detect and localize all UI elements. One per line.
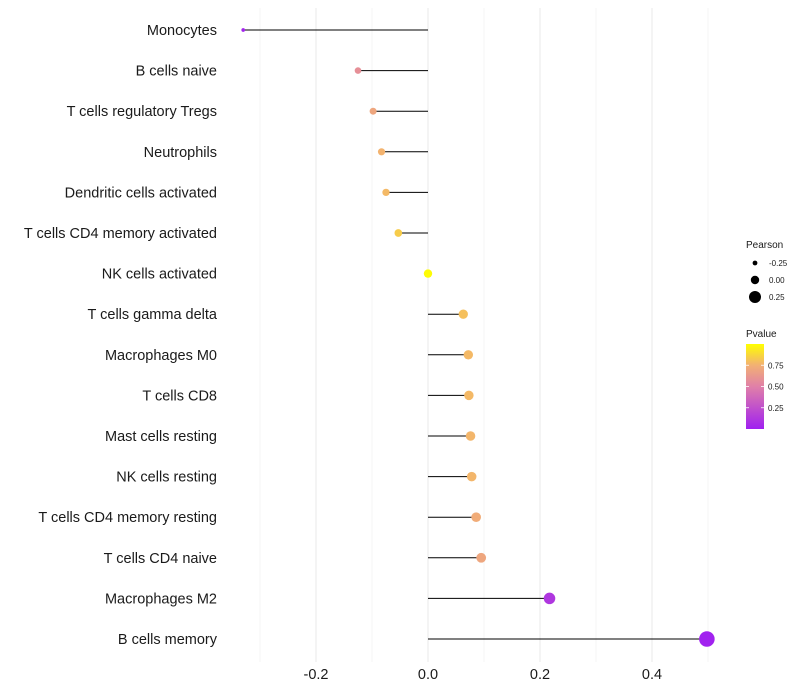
category-labels: Monocytes B cells naive T cells regulatory… (24, 23, 218, 648)
lollipop-point (699, 631, 715, 647)
category-label: B cells naive (136, 64, 217, 80)
category-label: B cells memory (118, 632, 218, 648)
pearson-legend-label: -0.25 (769, 259, 788, 268)
category-label: T cells regulatory Tregs (67, 104, 217, 120)
lollipop-point (241, 28, 246, 32)
category-label: Macrophages M2 (105, 591, 217, 607)
pearson-legend-key (750, 275, 760, 285)
x-tick-label: -0.2 (304, 667, 329, 683)
category-label: Monocytes (147, 23, 217, 39)
pearson-legend-key (752, 260, 758, 266)
category-label: T cells CD4 naive (104, 551, 217, 567)
x-axis-tick-labels: -0.2 0.0 0.2 0.4 (304, 667, 663, 683)
pearson-legend-label: 0.00 (769, 276, 785, 285)
category-label: T cells CD8 (142, 388, 217, 404)
lollipop-point (463, 350, 474, 360)
lollipop-point (382, 188, 390, 197)
lollipop-point (543, 592, 556, 605)
lollipop-points (241, 28, 715, 647)
pearson-legend-title: Pearson (746, 240, 783, 251)
x-tick-label: 0.2 (530, 667, 550, 683)
category-label: NK cells resting (116, 470, 217, 486)
pearson-legend-label: 0.25 (769, 293, 785, 302)
category-label: Dendritic cells activated (65, 185, 217, 201)
category-label: Macrophages M0 (105, 348, 217, 364)
lollipop-stems (243, 29, 707, 640)
pvalue-colorbar (746, 344, 764, 429)
x-tick-label: 0.0 (418, 667, 438, 683)
pvalue-color-legend: Pvalue 0.75 0.50 0.25 (746, 329, 784, 429)
lollipop-point (354, 67, 362, 74)
category-label: Neutrophils (144, 145, 217, 161)
lollipop-point (471, 512, 481, 523)
grid-lines (259, 8, 709, 662)
category-label: T cells CD4 memory activated (24, 226, 217, 242)
lollipop-point (423, 269, 433, 278)
pearson-size-legend: Pearson -0.25 0.00 0.25 (746, 240, 788, 303)
category-label: T cells gamma delta (88, 307, 218, 323)
pvalue-legend-label: 0.75 (768, 361, 784, 370)
pearson-legend-key (749, 291, 761, 303)
lollipop-point (394, 229, 403, 237)
lollipop-point (369, 107, 377, 115)
lollipop-point (476, 552, 487, 563)
lollipop-point (377, 148, 386, 156)
category-label: Mast cells resting (105, 429, 217, 445)
lollipop-point (465, 431, 476, 441)
lollipop-point (464, 390, 474, 401)
lollipop-point (458, 309, 468, 319)
pvalue-legend-label: 0.50 (768, 383, 784, 392)
category-label: T cells CD4 memory resting (38, 510, 217, 526)
lollipop-point (466, 471, 477, 482)
x-tick-label: 0.4 (642, 667, 662, 683)
category-label: NK cells activated (102, 267, 217, 283)
pvalue-legend-title: Pvalue (746, 329, 777, 340)
pvalue-legend-label: 0.25 (768, 404, 784, 413)
